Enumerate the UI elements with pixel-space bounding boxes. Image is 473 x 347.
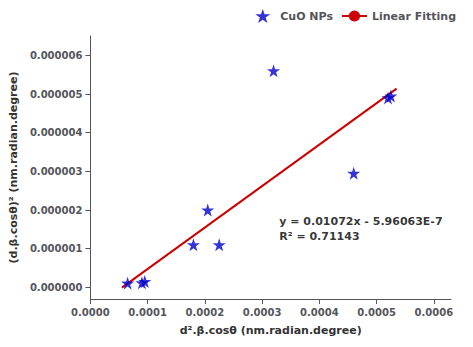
svg-text:0.0003: 0.0003 (243, 307, 282, 318)
svg-text:0.0004: 0.0004 (300, 307, 339, 318)
svg-text:0.0001: 0.0001 (128, 307, 167, 318)
svg-text:0.000002: 0.000002 (30, 205, 83, 216)
svg-text:(d.β.cosθ)² (nm.radian.degree): (d.β.cosθ)² (nm.radian.degree) (7, 72, 20, 264)
svg-text:0.000006: 0.000006 (30, 50, 83, 61)
svg-text:0.000003: 0.000003 (30, 166, 83, 177)
svg-text:CuO NPs: CuO NPs (280, 10, 333, 23)
svg-text:0.000004: 0.000004 (30, 127, 83, 138)
svg-text:0.0002: 0.0002 (186, 307, 225, 318)
svg-text:d².β.cosθ (nm.radian.degree): d².β.cosθ (nm.radian.degree) (180, 324, 362, 337)
svg-text:0.000001: 0.000001 (30, 243, 83, 254)
svg-text:R² = 0.71143: R² = 0.71143 (279, 230, 359, 243)
svg-text:y = 0.01072x - 5.96063E-7: y = 0.01072x - 5.96063E-7 (279, 215, 442, 228)
svg-text:Linear Fitting: Linear Fitting (372, 10, 456, 23)
svg-text:0.000005: 0.000005 (30, 89, 83, 100)
svg-text:0.0000: 0.0000 (71, 307, 110, 318)
svg-text:0.000000: 0.000000 (30, 282, 83, 293)
svg-text:0.0005: 0.0005 (357, 307, 396, 318)
svg-text:0.0006: 0.0006 (415, 307, 454, 318)
